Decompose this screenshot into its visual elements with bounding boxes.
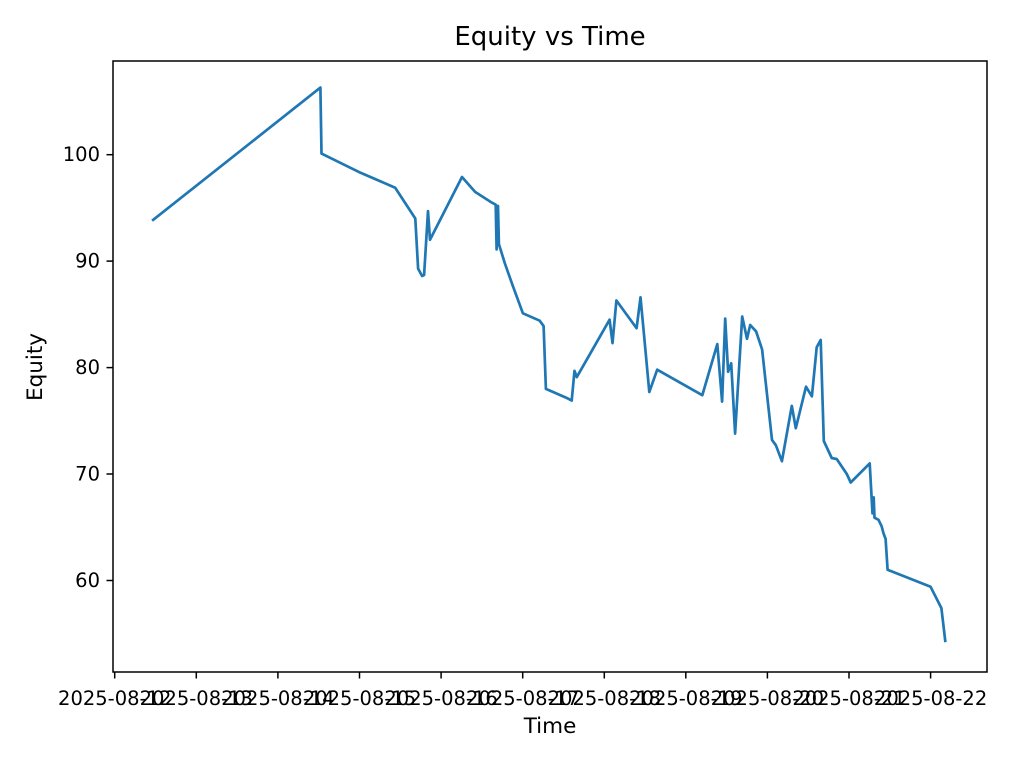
equity-line [151, 86, 947, 643]
x-tick-label: 2025-08-18 [548, 687, 661, 710]
x-tick-label: 2025-08-20 [711, 687, 824, 710]
y-axis-label: Equity [23, 333, 48, 401]
x-tick-label: 2025-08-19 [629, 687, 742, 710]
x-tick-label: 2025-08-22 [874, 687, 987, 710]
axis-ticks: 2025-08-122025-08-132025-08-142025-08-15… [58, 143, 987, 710]
x-tick-label: 2025-08-15 [303, 687, 416, 710]
x-tick-label: 2025-08-17 [466, 687, 579, 710]
x-tick-label: 2025-08-21 [792, 687, 905, 710]
y-tick-label: 80 [75, 356, 100, 379]
x-tick-label: 2025-08-14 [221, 687, 334, 710]
x-tick-label: 2025-08-13 [140, 687, 253, 710]
x-tick-label: 2025-08-12 [58, 687, 171, 710]
y-tick-label: 100 [63, 143, 100, 166]
x-tick-label: 2025-08-16 [384, 687, 497, 710]
x-axis-label: Time [523, 714, 577, 739]
chart-title: Equity vs Time [454, 22, 645, 52]
y-tick-label: 60 [75, 569, 100, 592]
y-tick-label: 90 [75, 250, 100, 273]
y-tick-label: 70 [75, 463, 100, 486]
plot-border [112, 60, 988, 673]
